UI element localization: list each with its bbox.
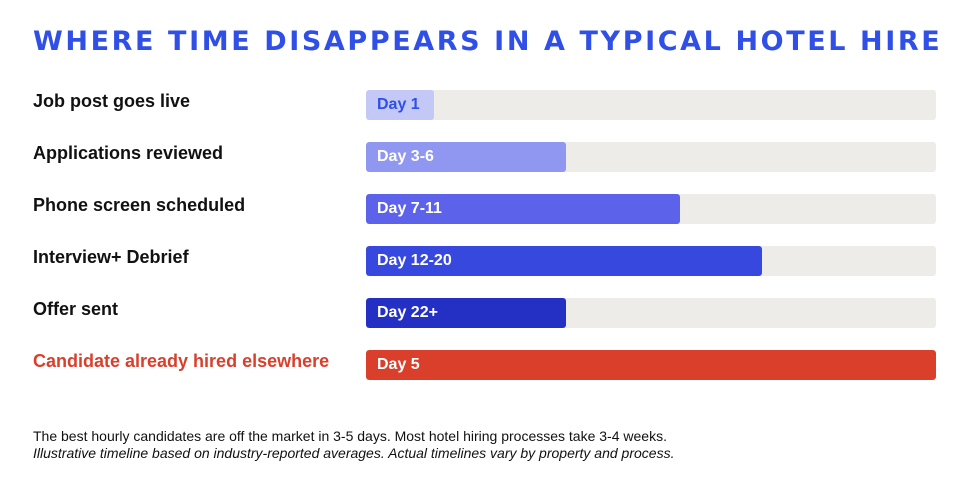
category-label: Candidate already hired elsewhere <box>33 351 330 371</box>
chart-row: Offer sent Day 22+ <box>0 297 978 329</box>
bar-value-label: Day 7-11 <box>377 200 442 217</box>
bar: Day 12-20 <box>366 246 762 276</box>
chart-title: WHERE TIME DISAPPEARS IN A TYPICAL HOTEL… <box>33 26 943 57</box>
bar: Day 3-6 <box>366 142 566 172</box>
bar: Day 1 <box>366 90 434 120</box>
bar-value-label: Day 22+ <box>377 304 438 321</box>
chart-row: Candidate already hired elsewhere Day 5 <box>0 349 978 381</box>
bar-track: Day 22+ <box>366 298 936 328</box>
category-label: Phone screen scheduled <box>33 195 246 215</box>
bar-value-label: Day 3-6 <box>377 148 434 165</box>
category-label: Job post goes live <box>33 91 191 111</box>
chart-row: Phone screen scheduled Day 7-11 <box>0 193 978 225</box>
bar-track: Day 3-6 <box>366 142 936 172</box>
bar: Day 22+ <box>366 298 566 328</box>
bar-value-label: Day 12-20 <box>377 252 452 269</box>
bar-track: Day 5 <box>366 350 936 380</box>
bar-track: Day 12-20 <box>366 246 936 276</box>
bar-chart: Job post goes live Day 1 Applications revi… <box>0 89 978 381</box>
bar-value-label: Day 5 <box>377 356 420 373</box>
chart-row: Interview+ Debrief Day 12-20 <box>0 245 978 277</box>
footnote-summary: The best hourly candidates are off the m… <box>33 428 667 444</box>
bar: Day 5 <box>366 350 936 380</box>
category-label: Applications reviewed <box>33 143 224 163</box>
bar: Day 7-11 <box>366 194 680 224</box>
chart-row: Job post goes live Day 1 <box>0 89 978 121</box>
chart-row: Applications reviewed Day 3-6 <box>0 141 978 173</box>
bar-track: Day 1 <box>366 90 936 120</box>
category-label: Offer sent <box>33 299 119 319</box>
footnote-disclaimer: Illustrative timeline based on industry-… <box>33 445 675 461</box>
category-label: Interview+ Debrief <box>33 247 189 267</box>
bar-track: Day 7-11 <box>366 194 936 224</box>
bar-value-label: Day 1 <box>377 96 420 113</box>
